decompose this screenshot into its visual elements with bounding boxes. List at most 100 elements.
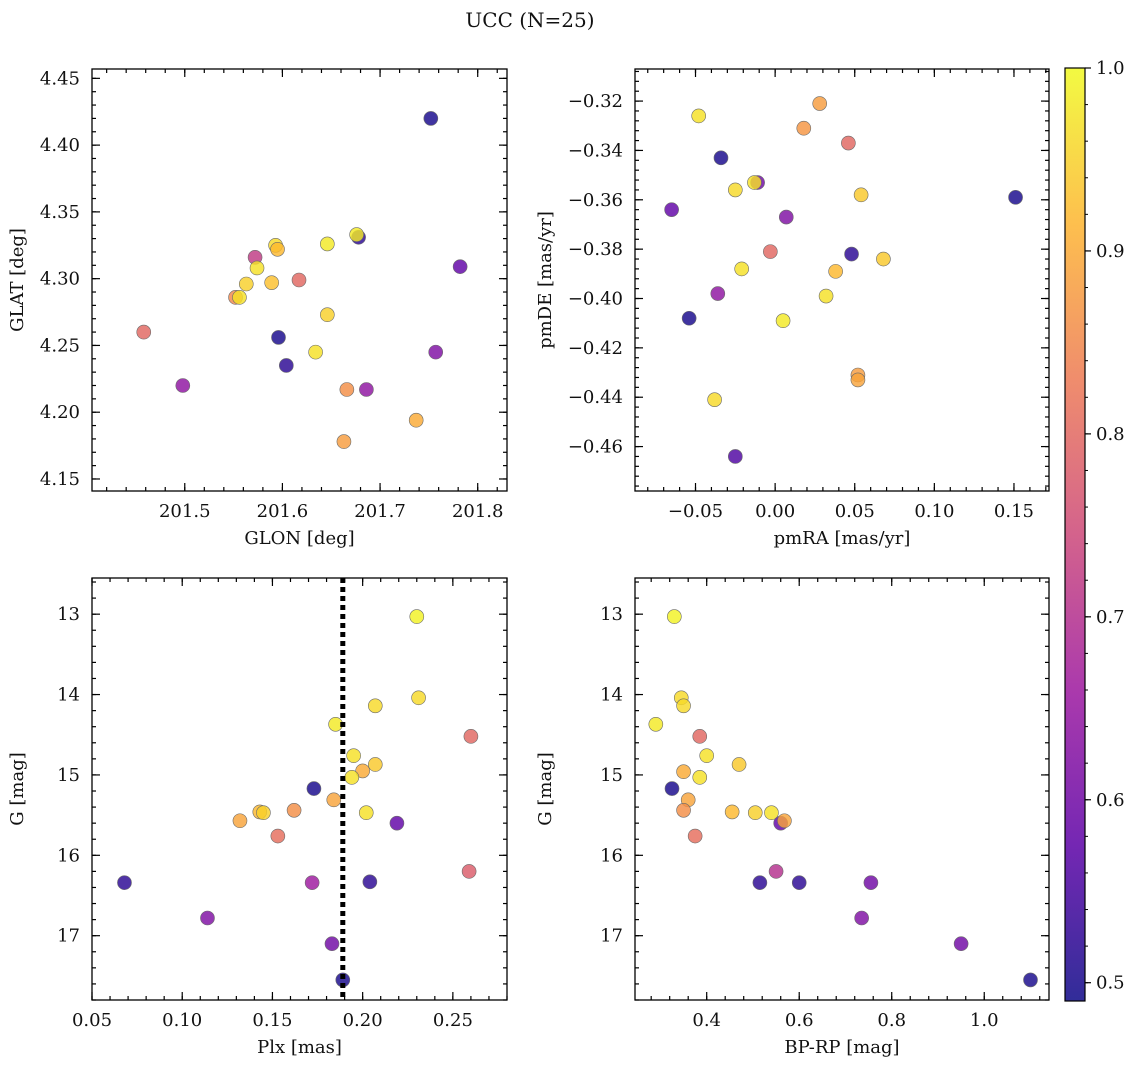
y-tick-label: 14: [600, 685, 623, 706]
data-point: [731, 757, 747, 772]
y-axis-label: pmDE [mas/yr]: [535, 211, 556, 349]
data-point: [812, 96, 828, 111]
x-tick-label: 0.10: [162, 1010, 202, 1031]
y-tick-label: −0.36: [568, 190, 623, 211]
x-axis-label: GLON [deg]: [244, 528, 354, 549]
data-point: [1008, 190, 1023, 205]
data-point: [1023, 972, 1038, 988]
data-point: [279, 358, 294, 373]
colorbar-tick-label: 0.9: [1096, 241, 1125, 262]
x-tick-label: 1.0: [970, 1010, 999, 1031]
colorbar-frame: [1064, 67, 1086, 1002]
data-point: [713, 150, 729, 166]
data-point: [200, 910, 215, 926]
axis-ticks: [635, 69, 1049, 491]
data-point: [339, 382, 355, 397]
data-point: [358, 805, 374, 821]
data-point: [648, 716, 664, 732]
x-tick-label: 0.05: [72, 1010, 112, 1031]
data-point: [763, 244, 778, 259]
colorbar-gradient: [1065, 68, 1085, 1001]
y-tick-label: −0.40: [568, 289, 623, 310]
x-tick-label: 0.00: [755, 501, 795, 522]
data-point: [271, 330, 286, 345]
y-tick-label: 13: [57, 604, 80, 625]
data-point: [876, 251, 891, 267]
data-point: [136, 324, 152, 340]
x-tick-label: 0.10: [914, 501, 954, 522]
axis-ticks: [91, 578, 508, 1001]
data-point: [355, 763, 370, 779]
y-tick-label: 4.15: [40, 469, 80, 490]
y-tick-label: 4.20: [40, 402, 80, 423]
data-point: [667, 609, 682, 624]
data-point: [324, 936, 340, 952]
data-point: [734, 261, 749, 277]
y-tick-label: 15: [600, 765, 623, 786]
data-point: [747, 805, 763, 821]
data-point: [256, 805, 271, 821]
y-axis-label: G [mag]: [7, 752, 28, 825]
data-point: [664, 202, 679, 217]
y-tick-label: −0.38: [568, 239, 623, 260]
data-point: [304, 875, 320, 890]
x-tick-label: −0.05: [668, 501, 723, 522]
data-point: [728, 449, 743, 464]
data-point: [264, 275, 279, 290]
y-tick-label: 4.45: [40, 68, 80, 89]
y-axis-label: G [mag]: [535, 752, 556, 825]
data-point: [692, 770, 708, 785]
data-point: [389, 815, 405, 831]
x-tick-label: 201.6: [257, 501, 309, 522]
plot-frame: [634, 68, 1050, 492]
data-point: [844, 246, 859, 262]
y-tick-label: 4.30: [40, 269, 80, 290]
x-axis-label: BP-RP [mag]: [784, 1037, 899, 1058]
data-point: [362, 874, 378, 890]
data-point: [346, 748, 361, 763]
x-axis-label: Plx [mas]: [257, 1037, 342, 1058]
y-axis-label: GLAT [deg]: [7, 228, 28, 332]
colorbar-tick-label: 1.0: [1096, 58, 1125, 79]
data-point: [778, 209, 794, 225]
y-tick-label: −0.46: [568, 437, 623, 458]
data-point: [320, 307, 335, 323]
x-tick-label: 201.5: [159, 501, 211, 522]
data-point: [238, 276, 254, 292]
plot-frame: [91, 68, 508, 492]
data-point: [692, 729, 708, 744]
colorbar-tick-label: 0.6: [1096, 790, 1125, 811]
data-point: [336, 434, 352, 449]
y-tick-label: 14: [57, 685, 80, 706]
data-point: [367, 698, 383, 714]
y-tick-label: 4.40: [40, 135, 80, 156]
data-points: [664, 96, 1023, 464]
data-point: [828, 264, 843, 279]
data-point: [687, 828, 703, 844]
data-point: [461, 864, 477, 879]
plot-frame: [91, 577, 508, 1001]
data-point: [818, 288, 834, 304]
data-point: [664, 781, 680, 796]
data-point: [747, 175, 762, 190]
x-tick-label: 0.6: [785, 1010, 814, 1031]
data-point: [117, 875, 132, 890]
data-point: [463, 729, 479, 744]
x-tick-label: 201.7: [354, 501, 406, 522]
x-tick-label: 0.15: [252, 1010, 292, 1031]
data-point: [423, 111, 439, 126]
data-point: [777, 813, 792, 829]
data-point: [232, 290, 247, 305]
data-point: [863, 875, 879, 890]
data-point: [306, 781, 322, 796]
data-point: [270, 828, 286, 844]
data-point: [681, 310, 697, 326]
data-point: [707, 392, 722, 407]
data-point: [411, 690, 426, 706]
figure-title: UCC (N=25): [465, 8, 594, 32]
data-point: [320, 236, 335, 252]
scatter-panel-2: −0.05 0.00 0.05 0.10 0.15 −0.46 −0.44 −0.42 −0.4…: [535, 68, 1050, 549]
data-point: [796, 120, 812, 136]
data-point: [408, 412, 424, 428]
data-point: [676, 803, 691, 818]
